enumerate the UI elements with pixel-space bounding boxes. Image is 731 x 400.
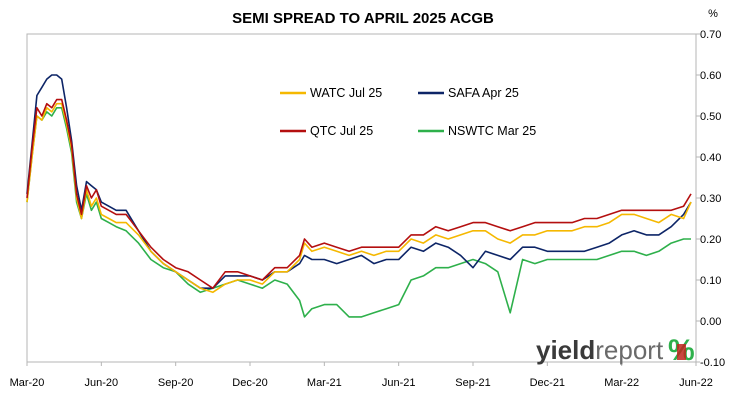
x-tick-label: Mar-22 <box>604 377 639 389</box>
yieldreport-logo: yieldreport % <box>536 334 695 367</box>
x-tick-label: Jun-22 <box>679 377 713 389</box>
svg-text:yieldreport: yieldreport <box>536 335 664 365</box>
y-tick-label: 0.60 <box>700 70 721 82</box>
y-axis-ticks: -0.10 0.00 0.10 0.20 0.30 0.40 0.50 0.60 0.70 <box>696 29 725 369</box>
series-layer <box>26 74 692 318</box>
x-tick-label: Sep-21 <box>455 377 490 389</box>
x-tick-label: Sep-20 <box>158 377 193 389</box>
legend: WATC Jul 25 SAFA Apr 25 QTC Jul 25 NSWTC Ma… <box>280 86 536 138</box>
series-line-qtc-jul-25 <box>26 98 692 290</box>
y-tick-label: 0.40 <box>700 152 721 164</box>
x-tick-label: Mar-21 <box>307 377 342 389</box>
logo-percent-accent <box>677 344 686 360</box>
y-tick-label: 0.50 <box>700 111 721 123</box>
logo-text-light: report <box>595 335 664 365</box>
y-tick-label: 0.70 <box>700 29 721 41</box>
x-tick-label: Dec-21 <box>530 377 565 389</box>
series-line-safa-apr-25 <box>26 74 692 290</box>
chart-title: SEMI SPREAD TO APRIL 2025 ACGB <box>232 10 494 27</box>
series-line-watc-jul-25 <box>26 102 692 294</box>
y-tick-label: 0.30 <box>700 193 721 205</box>
y-tick-label: 0.10 <box>700 275 721 287</box>
y-unit-label: % <box>708 8 718 20</box>
legend-label: NSWTC Mar 25 <box>448 124 536 138</box>
legend-label: SAFA Apr 25 <box>448 86 519 100</box>
y-tick-label: 0.00 <box>700 316 721 328</box>
plot-area <box>26 33 697 363</box>
x-axis-ticks: Mar-20 Jun-20 Sep-20 Dec-20 Mar-21 Jun-21 Sep-… <box>10 362 713 389</box>
logo-text-bold: yield <box>536 335 595 365</box>
legend-label: QTC Jul 25 <box>310 124 373 138</box>
x-tick-label: Jun-20 <box>85 377 119 389</box>
x-tick-label: Jun-21 <box>382 377 416 389</box>
x-tick-label: Dec-20 <box>232 377 267 389</box>
y-tick-label: 0.20 <box>700 234 721 246</box>
y-tick-label: -0.10 <box>700 357 725 369</box>
x-tick-label: Mar-20 <box>10 377 45 389</box>
legend-label: WATC Jul 25 <box>310 86 382 100</box>
